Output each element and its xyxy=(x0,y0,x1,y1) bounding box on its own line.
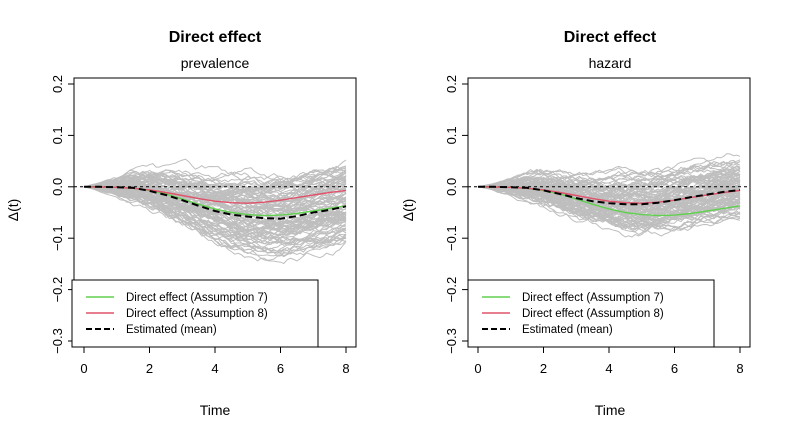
y-tick-label: 0.0 xyxy=(50,178,65,196)
legend: Direct effect (Assumption 7) Direct effec… xyxy=(467,279,715,348)
simulation-path xyxy=(83,165,347,198)
simulation-path xyxy=(477,159,741,188)
panel-title: Direct effect xyxy=(564,29,657,46)
y-tick-label: 0.1 xyxy=(50,126,65,144)
simulation-path xyxy=(83,186,347,243)
panel-hazard: Direct effect hazard Time Δ(t) 0 2 4 6 8 −0.3… xyxy=(400,29,751,418)
simulation-path xyxy=(83,169,347,197)
panel-subtitle: hazard xyxy=(589,55,632,71)
legend-label: Estimated (mean) xyxy=(126,324,217,336)
y-tick-label: −0.3 xyxy=(444,328,459,354)
simulation-path xyxy=(83,173,347,195)
y-axis-label: Δ(t) xyxy=(400,199,416,222)
simulation-path xyxy=(83,158,347,188)
x-tick-label: 0 xyxy=(474,361,481,376)
x-tick-label: 2 xyxy=(540,361,547,376)
simulation-path xyxy=(83,186,347,255)
simulation-path xyxy=(477,186,741,224)
y-tick-label: 0.2 xyxy=(50,75,65,93)
panel-title: Direct effect xyxy=(169,29,262,46)
panel-subtitle: prevalence xyxy=(181,55,250,71)
legend-label: Direct effect (Assumption 7) xyxy=(126,292,268,304)
y-tick-label: −0.1 xyxy=(444,225,459,251)
y-tick-label: −0.2 xyxy=(444,277,459,303)
x-tick-label: 4 xyxy=(211,361,218,376)
simulation-path xyxy=(83,185,347,216)
simulation-path xyxy=(477,177,741,198)
simulation-path xyxy=(478,182,741,222)
simulation-path xyxy=(83,175,347,188)
legend-label: Direct effect (Assumption 8) xyxy=(126,308,268,320)
estimated-mean-line xyxy=(84,185,347,220)
simulation-path xyxy=(477,177,741,202)
x-tick-label: 8 xyxy=(342,361,349,376)
y-tick-label: −0.1 xyxy=(50,225,65,251)
y-tick-label: 0.2 xyxy=(444,75,459,93)
y-tick-label: −0.2 xyxy=(50,277,65,303)
simulation-path xyxy=(477,176,741,214)
simulation-path xyxy=(477,184,741,220)
simulation-paths xyxy=(83,158,347,265)
x-axis-label: Time xyxy=(595,402,626,418)
simulation-path xyxy=(477,171,741,206)
x-tick-label: 2 xyxy=(146,361,153,376)
simulation-path xyxy=(477,186,741,230)
assumption-8-line xyxy=(83,186,347,204)
panel-prevalence: Direct effect prevalence Time Δ(t) 0 2 4 6 8… xyxy=(5,29,357,418)
x-tick-label: 6 xyxy=(671,361,678,376)
simulation-path xyxy=(83,186,347,234)
legend-label: Direct effect (Assumption 8) xyxy=(522,308,664,320)
simulation-path xyxy=(477,178,741,214)
estimated-mean-line xyxy=(478,185,741,206)
legend: Direct effect (Assumption 7) Direct effec… xyxy=(71,279,319,348)
simulation-path xyxy=(83,170,347,193)
y-axis-label: Δ(t) xyxy=(5,199,21,222)
legend-label: Estimated (mean) xyxy=(522,324,613,336)
x-tick-label: 4 xyxy=(605,361,612,376)
simulation-path xyxy=(83,186,347,257)
simulation-path xyxy=(83,179,347,204)
y-tick-label: 0.0 xyxy=(444,178,459,196)
legend-label: Direct effect (Assumption 7) xyxy=(522,292,664,304)
x-tick-label: 6 xyxy=(277,361,284,376)
simulation-path xyxy=(83,186,347,265)
simulation-path xyxy=(477,186,741,230)
simulation-path xyxy=(83,186,347,246)
x-tick-label: 8 xyxy=(736,361,743,376)
x-tick-label: 0 xyxy=(80,361,87,376)
simulation-path xyxy=(83,186,347,223)
simulation-path xyxy=(83,186,347,254)
simulation-path xyxy=(83,171,347,188)
y-tick-label: 0.1 xyxy=(444,126,459,144)
x-axis-label: Time xyxy=(200,402,231,418)
y-tick-label: −0.3 xyxy=(50,328,65,354)
simulation-path xyxy=(83,184,347,229)
